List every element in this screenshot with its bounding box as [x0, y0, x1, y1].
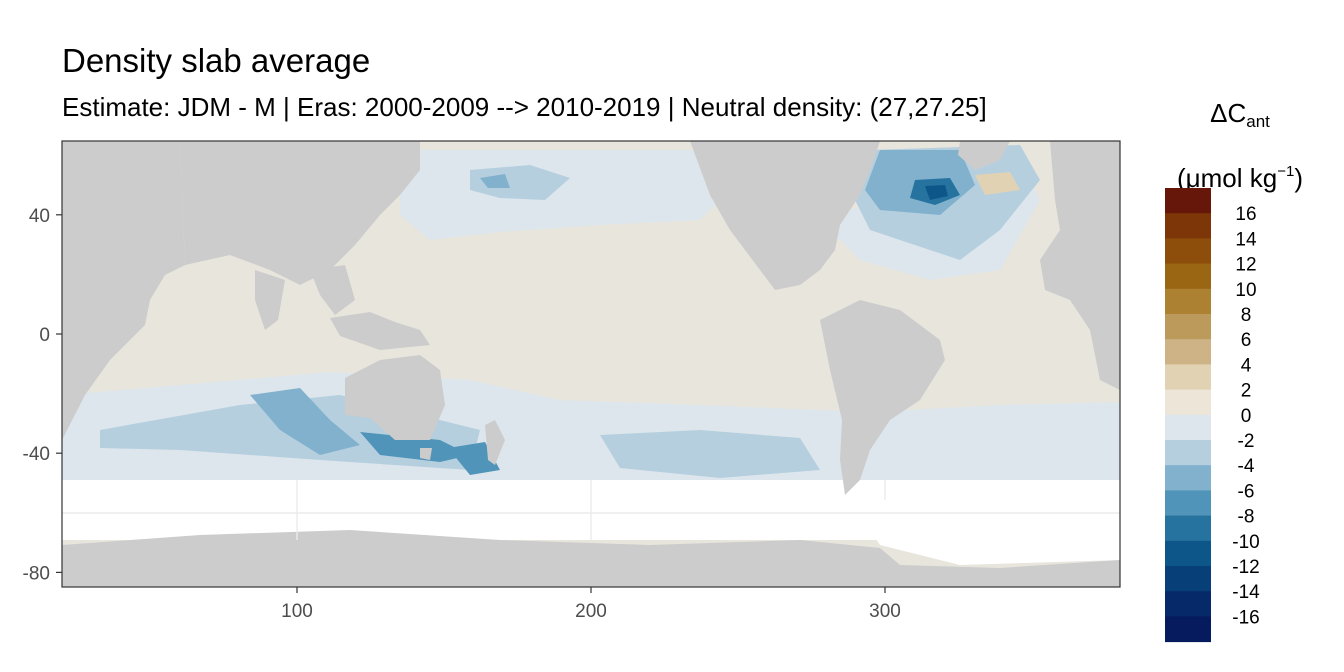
- plot-subtitle: Estimate: JDM - M | Eras: 2000-2009 --> …: [62, 92, 987, 122]
- antarctica-land: [62, 530, 1120, 587]
- legend-bin: [1165, 515, 1211, 542]
- north-atlantic-positive-patch: [975, 172, 1020, 195]
- legend-label: -4: [1238, 456, 1255, 477]
- legend-label: 10: [1235, 280, 1256, 301]
- africa-land: [62, 141, 185, 440]
- maritime-continent-land: [330, 312, 430, 350]
- legend-bin: [1165, 540, 1211, 567]
- legend-unit-close: ): [1294, 163, 1303, 193]
- legend-bin: [1165, 263, 1211, 290]
- x-tick-label: 300: [869, 601, 901, 622]
- legend-label: -6: [1238, 481, 1255, 502]
- x-tick-label: 100: [281, 601, 313, 622]
- y-tick-label: -80: [23, 563, 50, 584]
- x-tick-label: 200: [575, 601, 607, 622]
- legend-bin: [1165, 364, 1211, 391]
- legend-unit-exponent: −1: [1277, 163, 1295, 180]
- legend-label: -2: [1238, 431, 1255, 452]
- north-pacific-moderate-region: [470, 165, 570, 200]
- legend-label: 6: [1241, 330, 1252, 351]
- legend-bin: [1165, 566, 1211, 592]
- y-tick-label: 40: [29, 206, 50, 227]
- legend-label: 4: [1241, 355, 1252, 376]
- map-panel: [62, 141, 1120, 587]
- south-indian-strong-region: [250, 388, 360, 455]
- legend-symbol-subscript: ant: [1246, 112, 1270, 131]
- labrador-sea-core: [925, 185, 948, 200]
- weddell-missing: [850, 500, 1120, 565]
- legend-bin: [1165, 440, 1211, 466]
- southeast-asia-land: [310, 265, 355, 315]
- legend-label: 2: [1241, 381, 1252, 402]
- legend-bin: [1165, 389, 1211, 416]
- legend-bin: [1165, 288, 1211, 315]
- tasman-strong-region: [448, 442, 500, 475]
- greenland-land: [958, 141, 1010, 170]
- legend-bin: [1165, 591, 1211, 617]
- legend-bin: [1165, 616, 1211, 643]
- legend-label: 0: [1241, 406, 1252, 427]
- legend-bin: [1165, 490, 1211, 517]
- south-pacific-moderate-region: [600, 430, 820, 478]
- y-axis: 40 0 -40 -80: [23, 206, 62, 584]
- plot-title: Density slab average: [62, 42, 371, 79]
- legend-label: -8: [1238, 507, 1255, 528]
- legend-bin: [1165, 213, 1211, 239]
- legend-bin: [1165, 414, 1211, 441]
- legend-label: 12: [1235, 255, 1256, 276]
- legend-label: 16: [1235, 204, 1256, 225]
- legend-label: 8: [1241, 305, 1252, 326]
- legend-bin: [1165, 188, 1211, 214]
- legend-colorbar: 16 14 12 10 8 6 4 2 0 -2 -4 -6 -8 -10 -12 -14 -16: [1165, 188, 1260, 643]
- legend-bin: [1165, 465, 1211, 491]
- new-zealand-land: [485, 420, 505, 465]
- india-land: [255, 270, 285, 330]
- legend-bin: [1165, 314, 1211, 340]
- north-pacific-strong-region: [480, 174, 510, 188]
- south-australia-strong-region: [360, 432, 470, 462]
- legend-bin: [1165, 339, 1211, 365]
- tasmania-land: [420, 448, 432, 460]
- y-tick-label: 0: [39, 325, 50, 346]
- eurasia-land: [180, 141, 420, 285]
- legend-symbol: ΔC: [1210, 98, 1247, 128]
- y-tick-label: -40: [23, 444, 50, 465]
- legend-label: -16: [1232, 607, 1259, 628]
- legend-label: 14: [1235, 229, 1257, 250]
- europe-africa-east-land: [1040, 141, 1120, 390]
- legend-label: -10: [1232, 532, 1259, 553]
- south-america-land: [820, 300, 945, 495]
- legend-title: ΔCant (μmol kg−1): [1150, 88, 1330, 203]
- legend-label: -14: [1232, 582, 1260, 603]
- legend-bin: [1165, 238, 1211, 265]
- australia-land: [345, 355, 445, 440]
- x-axis: 100 200 300: [281, 587, 901, 622]
- north-america-land: [690, 141, 880, 290]
- legend-label: -12: [1232, 557, 1259, 578]
